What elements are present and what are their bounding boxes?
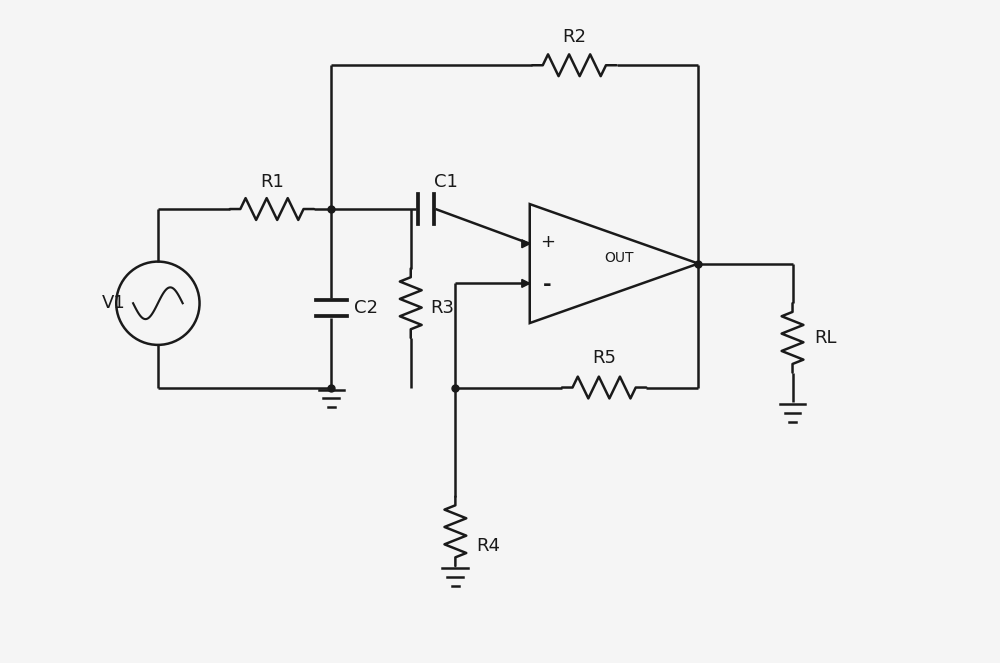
Polygon shape (522, 240, 530, 248)
Text: C2: C2 (354, 299, 378, 317)
Text: RL: RL (814, 329, 837, 347)
Text: R5: R5 (592, 349, 616, 367)
Text: +: + (540, 233, 555, 251)
Text: -: - (543, 275, 552, 296)
Text: V1: V1 (101, 294, 125, 312)
Text: R1: R1 (260, 173, 284, 191)
Text: OUT: OUT (604, 251, 634, 265)
Text: R2: R2 (562, 29, 586, 46)
Polygon shape (522, 279, 530, 287)
Text: R4: R4 (476, 537, 500, 555)
Text: R3: R3 (430, 299, 454, 317)
Text: C1: C1 (434, 173, 457, 191)
